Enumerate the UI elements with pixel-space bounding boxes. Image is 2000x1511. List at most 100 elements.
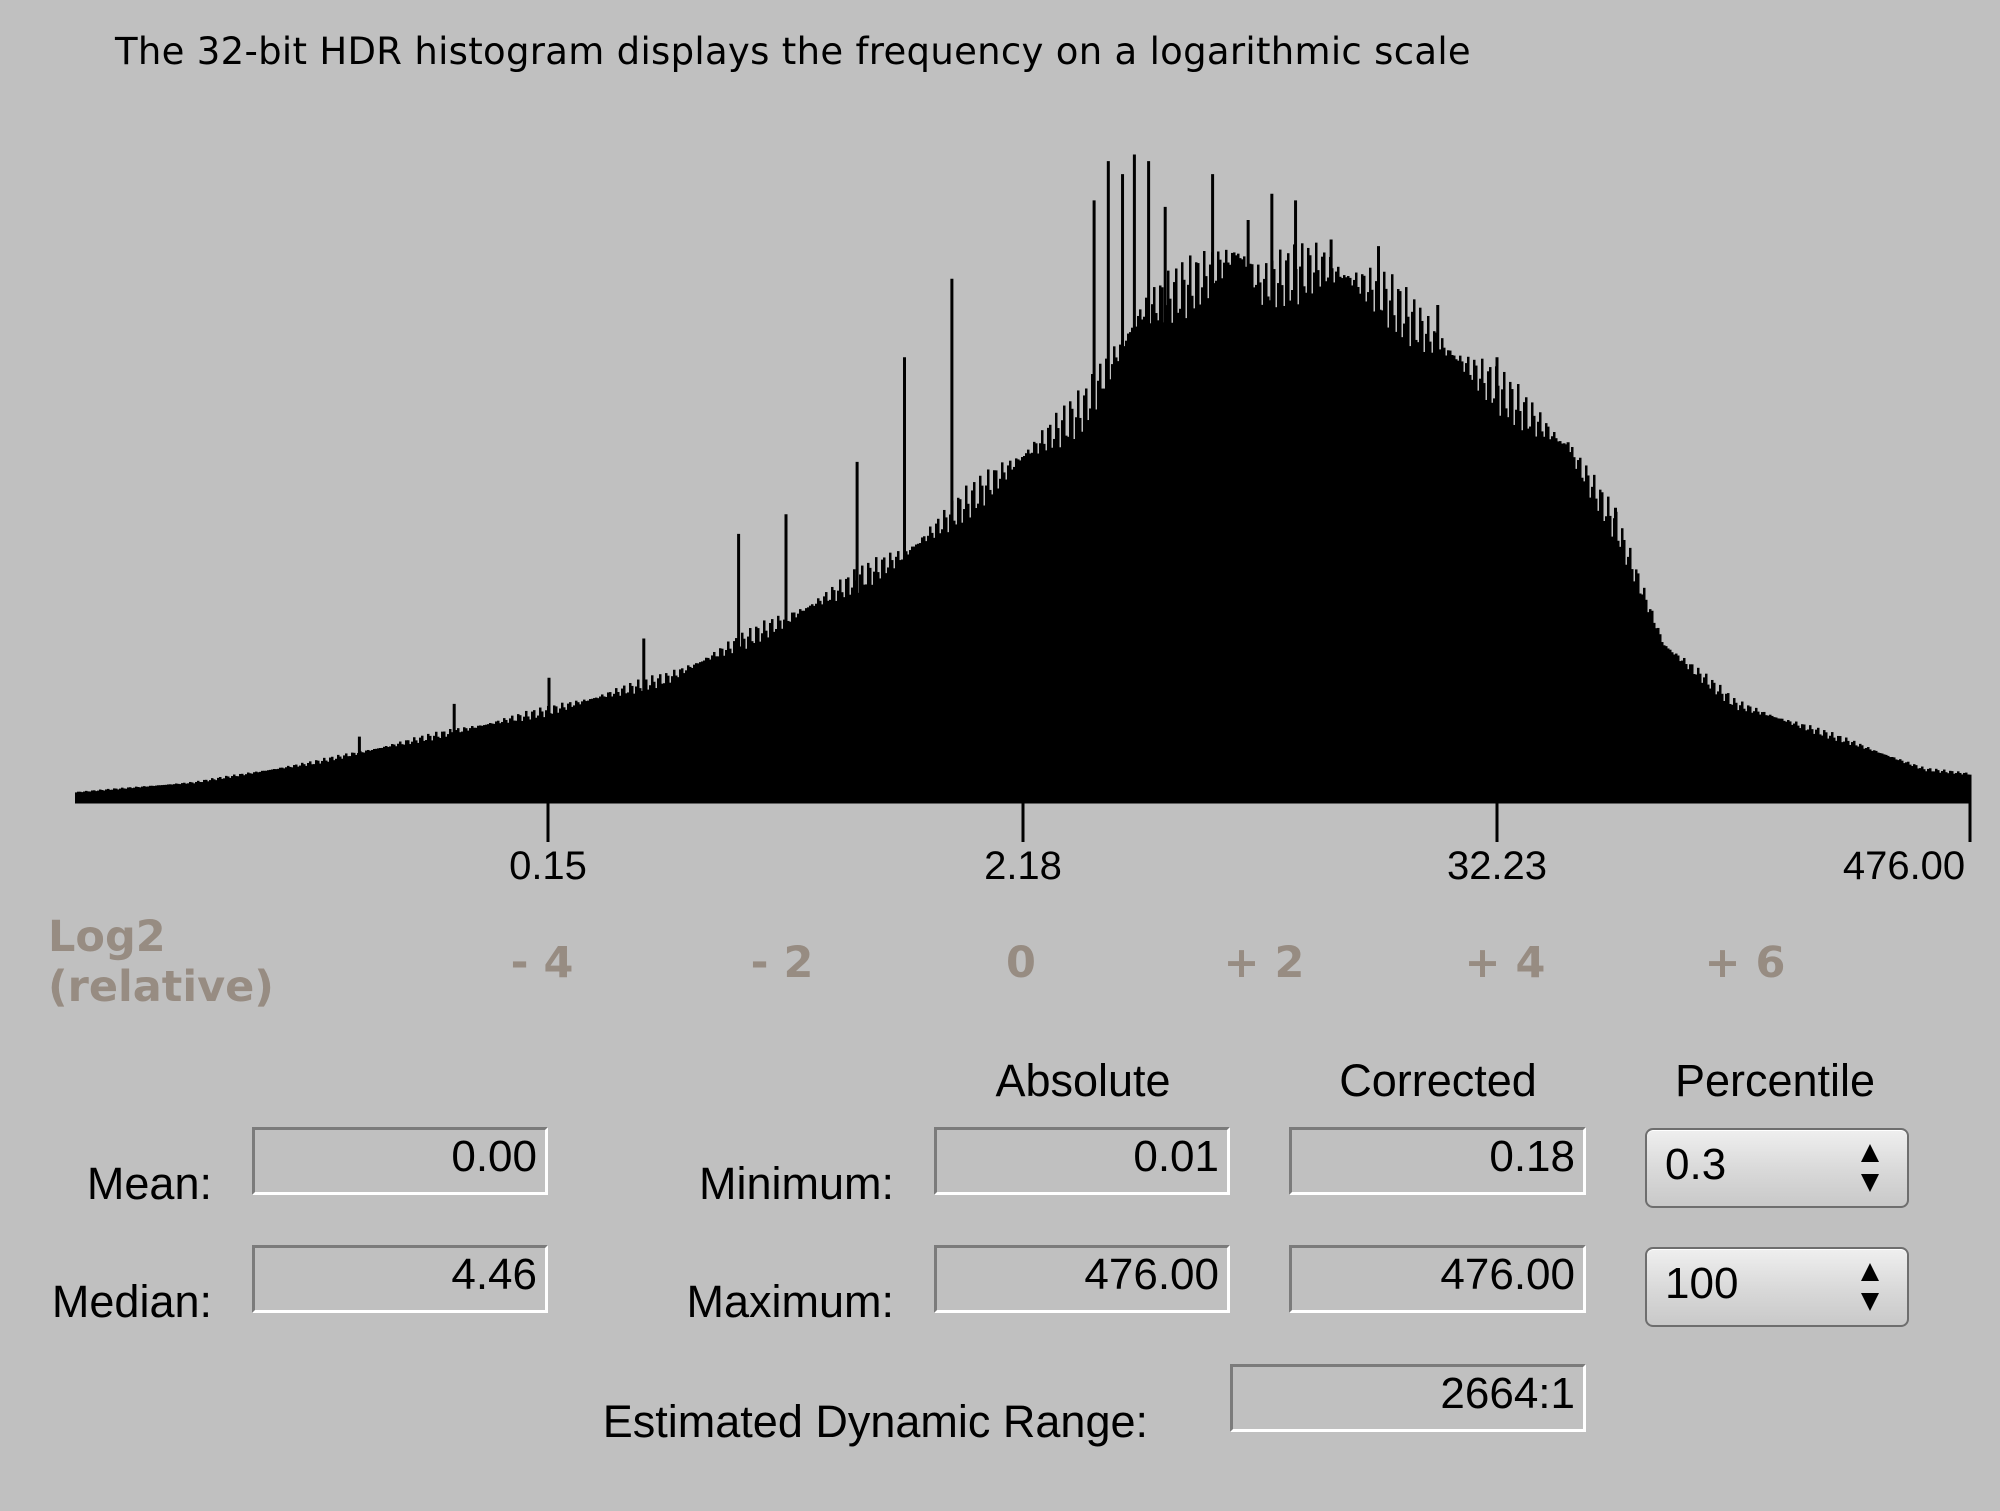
histogram-bar (1881, 753, 1884, 802)
histogram-bar (253, 772, 256, 802)
histogram-bar (619, 695, 622, 802)
histogram-bar (657, 678, 660, 802)
mean-label: Mean: (86, 1158, 212, 1209)
maximum-percentile-spinner[interactable]: 100 (1645, 1247, 1909, 1327)
histogram-bar (1103, 388, 1106, 802)
median-field: 4.46 (252, 1245, 548, 1313)
histogram-bar (243, 775, 246, 802)
histogram-bar (245, 774, 248, 802)
histogram-bar (947, 532, 950, 802)
histogram-bar (1599, 489, 1602, 802)
histogram-bar (1419, 307, 1422, 802)
histogram-bar (837, 590, 840, 802)
histogram-bar (1169, 298, 1172, 802)
histogram-bar (109, 789, 112, 802)
histogram-bar (1917, 768, 1920, 802)
histogram-bar (187, 783, 190, 802)
histogram-bar (1885, 754, 1888, 802)
histogram-bar (603, 696, 606, 802)
maximum-absolute-field: 476.00 (934, 1245, 1230, 1313)
histogram-bar (1313, 272, 1316, 803)
histogram-bar (1401, 337, 1404, 802)
histogram-bar (1101, 388, 1104, 802)
histogram-bar (1913, 764, 1916, 802)
spinner-arrows-icon[interactable] (1859, 1261, 1881, 1313)
log2-tick: + 2 (1223, 938, 1305, 988)
histogram-bar (1625, 564, 1628, 802)
histogram-bar (1499, 415, 1502, 802)
histogram-bar (1005, 479, 1008, 802)
histogram-bar (1819, 734, 1822, 802)
histogram-bar (1793, 723, 1796, 802)
histogram-bar (1307, 247, 1310, 803)
histogram-bar (1231, 252, 1234, 802)
histogram-bar (1897, 760, 1900, 802)
histogram-bar (113, 788, 116, 802)
histogram-bar (1643, 587, 1646, 802)
histogram-bar (611, 696, 614, 802)
maximum-corrected-field: 476.00 (1289, 1245, 1586, 1313)
histogram-bar (971, 490, 974, 802)
histogram-bar (1705, 673, 1708, 802)
histogram-bar (609, 692, 612, 802)
histogram-bar (897, 551, 900, 802)
histogram-bar (719, 648, 722, 802)
histogram-bar (1201, 287, 1204, 802)
histogram-bar (1451, 355, 1454, 802)
histogram-bar (875, 557, 878, 802)
histogram-bar (1325, 281, 1328, 802)
histogram-bar (99, 789, 102, 802)
histogram-bar (1073, 439, 1076, 802)
histogram-bar (601, 694, 604, 802)
histogram-bar (987, 469, 990, 802)
histogram-bar (239, 773, 242, 802)
histogram-bar (1213, 283, 1216, 803)
histogram-bar (1647, 612, 1650, 802)
histogram-bar (1743, 708, 1746, 802)
log2-label: Log2 (48, 912, 166, 962)
histogram-bar (877, 572, 880, 802)
histogram-bar (1697, 667, 1700, 802)
histogram-bar (1285, 260, 1288, 802)
histogram-bar (1527, 428, 1530, 802)
histogram-bar (509, 718, 512, 802)
histogram-bar (289, 766, 292, 802)
histogram-bar (285, 767, 288, 802)
histogram-bar (1275, 307, 1278, 802)
histogram-bar (647, 689, 650, 802)
column-header-absolute: Absolute (995, 1055, 1171, 1106)
histogram-bar (541, 711, 544, 802)
histogram-bar (881, 559, 884, 802)
histogram-bar (215, 780, 218, 802)
histogram-bar (667, 675, 670, 802)
histogram-bar (747, 636, 750, 802)
histogram-bar (1873, 750, 1876, 802)
histogram-bar (885, 573, 888, 802)
spinner-arrows-icon[interactable] (1859, 1142, 1881, 1194)
histogram-bar (707, 657, 710, 802)
histogram-bar (1403, 323, 1406, 802)
histogram-bar (393, 744, 396, 802)
histogram-bar (679, 669, 682, 802)
histogram-bar (1221, 278, 1224, 802)
histogram-bar (349, 756, 352, 802)
histogram-bar (385, 746, 388, 802)
histogram-bar (1713, 682, 1716, 802)
histogram-bar (313, 764, 316, 802)
histogram-bar (769, 622, 772, 802)
histogram-bar (185, 783, 188, 802)
histogram-bar (907, 554, 910, 802)
histogram-bar (1355, 272, 1358, 802)
histogram-bar (1909, 764, 1912, 802)
histogram-bar (1547, 426, 1550, 802)
histogram-bar (1745, 711, 1748, 802)
histogram-bar (107, 788, 110, 802)
histogram-bar (1719, 684, 1722, 802)
histogram-bar (1575, 468, 1578, 802)
histogram-bar (1089, 408, 1092, 802)
minimum-percentile-spinner[interactable]: 0.3 (1645, 1128, 1909, 1208)
histogram-bar (689, 666, 692, 802)
histogram-bar (1843, 741, 1846, 802)
histogram-bar (1017, 459, 1020, 802)
histogram-bar (1859, 743, 1862, 802)
